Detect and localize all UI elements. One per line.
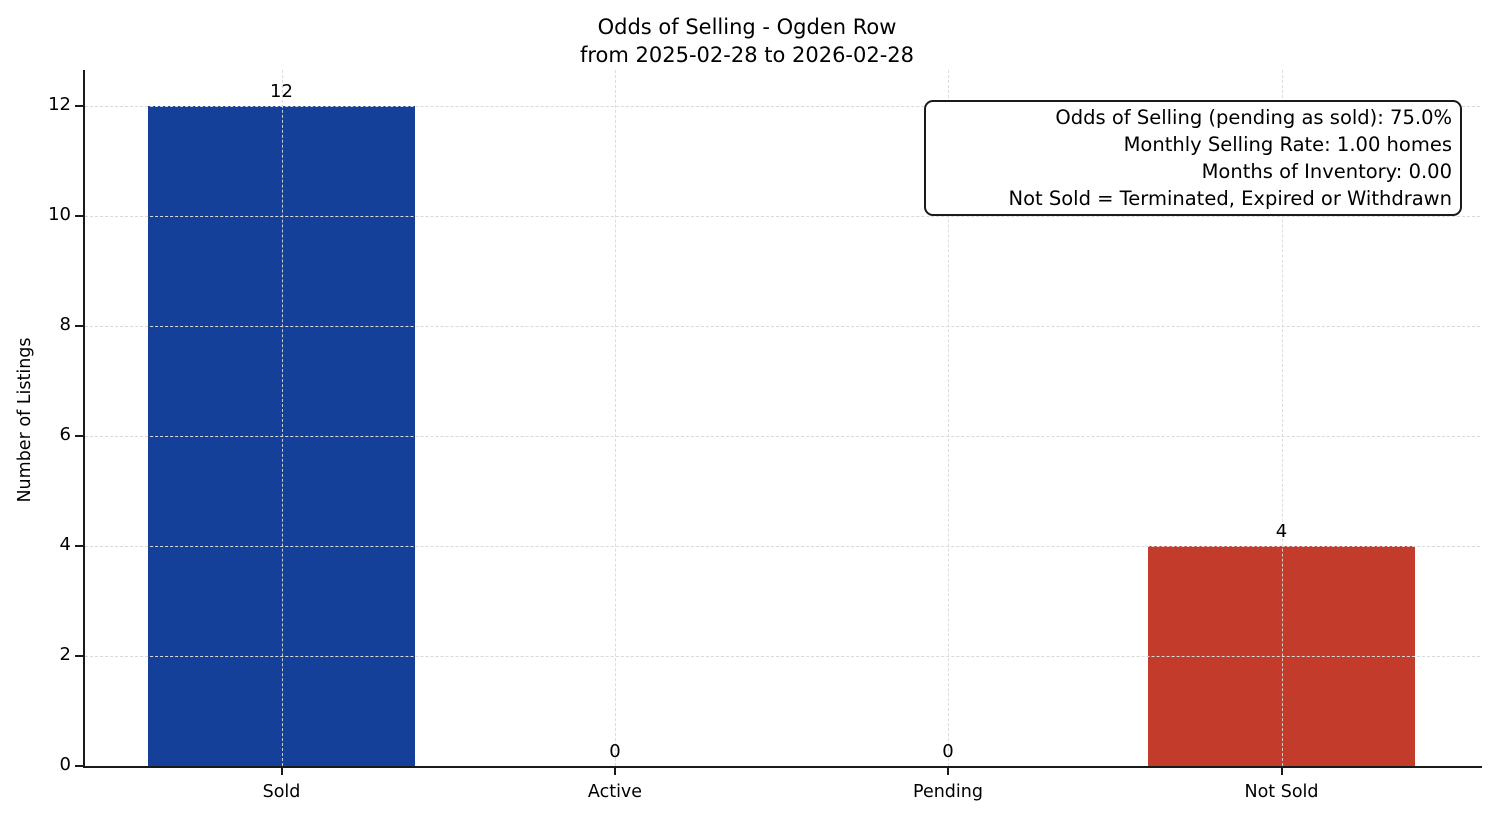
annotation-monthly-selling-rate: Monthly Selling Rate: 1.00 homes	[1123, 133, 1452, 156]
y-tick-mark	[75, 545, 83, 547]
y-tick-label: 4	[59, 534, 71, 555]
title-block: Odds of Selling - Ogden Row from 2025-02…	[0, 13, 1494, 69]
chart-title: Odds of Selling - Ogden Row	[597, 15, 897, 39]
horizontal-gridline	[85, 326, 1480, 327]
bar-value-label: 0	[942, 741, 954, 762]
y-tick-mark	[75, 655, 83, 657]
horizontal-gridline	[85, 546, 1480, 547]
x-tick-label: Not Sold	[1244, 782, 1319, 802]
y-tick-label: 12	[48, 94, 71, 115]
x-tick-label: Sold	[262, 782, 301, 802]
horizontal-gridline	[85, 436, 1480, 437]
annotation-months-of-inventory: Months of Inventory: 0.00	[1201, 160, 1452, 183]
y-tick-label: 6	[59, 424, 71, 445]
plot-area: 12 0 0 4 0 2 4 6 8 10 12 Sold Active Pending Not Sold	[48, 70, 1482, 802]
vertical-gridline	[1281, 70, 1283, 766]
y-tick-mark	[75, 215, 83, 217]
horizontal-gridline	[85, 216, 1480, 217]
chart-subtitle: from 2025-02-28 to 2026-02-28	[579, 43, 915, 67]
y-tick-mark	[75, 765, 83, 767]
y-tick-mark	[75, 435, 83, 437]
horizontal-gridline	[85, 106, 1480, 107]
y-tick-label: 0	[59, 754, 71, 775]
bar-value-label: 0	[609, 741, 621, 762]
x-tick-label: Pending	[913, 782, 983, 802]
vertical-gridline	[948, 70, 949, 766]
horizontal-gridline	[85, 656, 1480, 657]
y-tick-mark	[75, 105, 83, 107]
x-tick-mark	[947, 768, 949, 775]
y-axis-spine	[83, 70, 85, 768]
vertical-gridline	[615, 70, 616, 766]
x-axis-spine	[83, 766, 1482, 768]
x-tick-mark	[280, 768, 283, 775]
bar-value-label: 4	[1275, 521, 1288, 542]
annotation-odds-of-selling: Odds of Selling (pending as sold): 75.0%	[1055, 106, 1452, 129]
y-tick-label: 10	[48, 204, 71, 225]
y-axis-label: Number of Listings	[15, 337, 35, 503]
annotation-not-sold-definition: Not Sold = Terminated, Expired or Withdr…	[1008, 187, 1452, 210]
bar-value-label: 12	[270, 81, 293, 102]
x-tick-mark	[1280, 768, 1283, 775]
x-tick-mark	[614, 768, 616, 775]
y-tick-mark	[75, 325, 83, 327]
y-tick-label: 2	[59, 644, 71, 665]
annotation-box: Odds of Selling (pending as sold): 75.0%…	[924, 100, 1462, 216]
x-tick-label: Active	[587, 782, 643, 802]
vertical-gridline	[281, 70, 283, 766]
y-tick-label: 8	[59, 314, 71, 335]
